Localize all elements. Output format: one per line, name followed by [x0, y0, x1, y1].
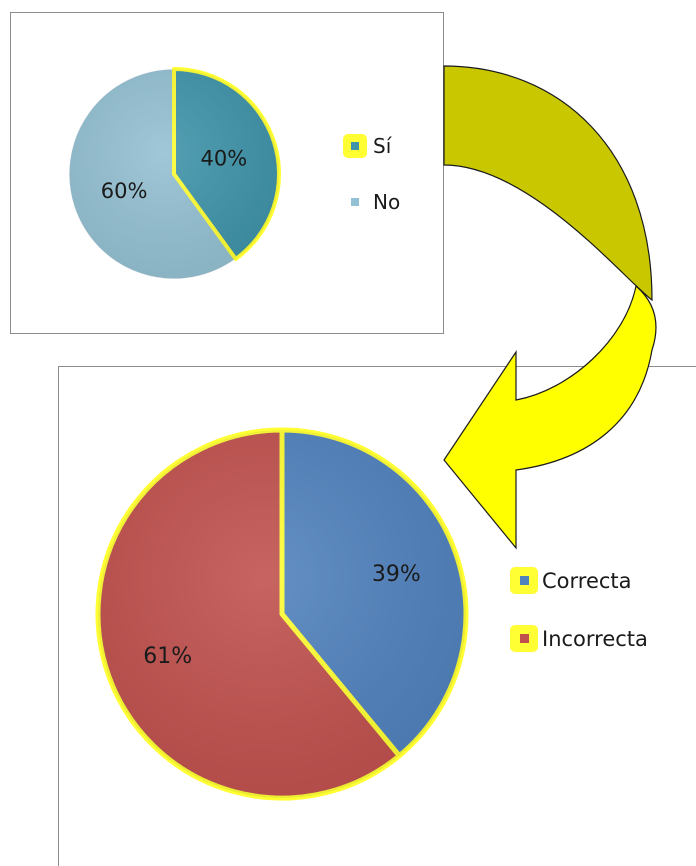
pie-data-label: 61% — [143, 644, 192, 669]
legend-marker-no — [351, 198, 359, 206]
legend-label-no: No — [373, 190, 400, 214]
pie-data-label: 60% — [101, 179, 148, 203]
legend-label-correcta: Correcta — [542, 569, 632, 593]
arrow-lower-body — [443, 284, 657, 550]
legend-bottom: Correcta Incorrecta — [510, 567, 648, 652]
legend-marker-incorrecta — [520, 634, 529, 643]
curved-arrow-icon — [443, 65, 657, 550]
pie-data-label: 39% — [372, 562, 421, 587]
legend-label-incorrecta: Incorrecta — [542, 627, 648, 651]
legend-label-si: Sí — [373, 134, 393, 158]
pie-chart-top: 40% 60% — [68, 67, 281, 280]
pie-chart-bottom: 39% 61% — [95, 427, 469, 801]
legend-marker-si — [351, 142, 359, 150]
arrow-upper-band — [443, 65, 653, 302]
legend-marker-correcta — [520, 576, 529, 585]
pie-data-label: 40% — [201, 146, 248, 170]
legend-top: Sí No — [343, 134, 400, 214]
